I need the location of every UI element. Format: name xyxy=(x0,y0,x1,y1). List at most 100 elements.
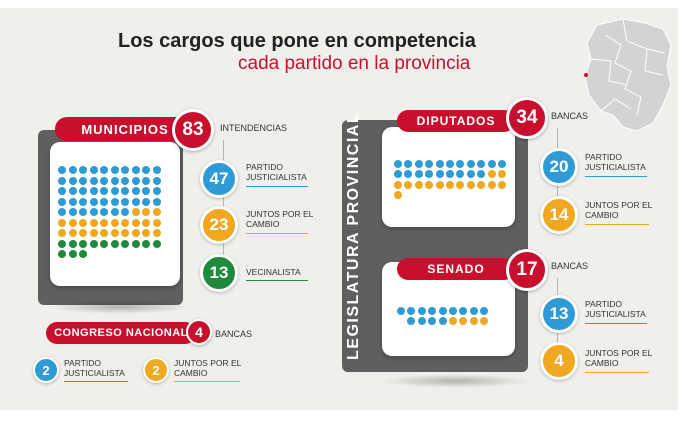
legislatura-label: LEGISLATURA PROVINCIAL xyxy=(345,111,362,360)
seat-dot xyxy=(110,166,119,174)
diputados-unit: BANCAS xyxy=(551,111,589,121)
seat-dot xyxy=(152,239,161,248)
seat-dot xyxy=(89,197,98,206)
seat-dot xyxy=(131,218,140,227)
seat-dot xyxy=(394,180,402,189)
seat-dot xyxy=(89,187,98,195)
seat-dot xyxy=(110,229,119,237)
diputados-pj-count: 20 xyxy=(540,148,578,186)
seat-dot xyxy=(152,229,161,237)
diputados-jxc-label: JUNTOS POR EL CAMBIO xyxy=(585,200,653,220)
seat-dot xyxy=(68,208,77,216)
seat-dot xyxy=(404,170,413,179)
seat-dot xyxy=(110,176,119,185)
seat-dot xyxy=(394,170,402,179)
municipios-jxc-label: JUNTOS POR EL CAMBIO xyxy=(246,209,314,229)
diputados-pj-label: PARTIDO JUSTICIALISTA xyxy=(585,152,646,172)
seat-dot xyxy=(152,187,161,195)
seat-dot xyxy=(394,191,402,200)
seat-dot xyxy=(121,176,129,185)
underline xyxy=(246,186,308,187)
seat-dot xyxy=(131,208,140,216)
seat-dot xyxy=(152,218,161,227)
seat-dot xyxy=(142,197,150,206)
senado-jxc-label: JUNTOS POR EL CAMBIO xyxy=(585,348,653,368)
seat-dot xyxy=(131,229,140,237)
underline xyxy=(585,372,649,373)
seat-dot xyxy=(152,197,161,206)
seat-dot xyxy=(498,160,506,168)
seat-dot xyxy=(459,317,468,326)
diputados-total: 34 xyxy=(506,97,548,139)
seat-dot xyxy=(142,218,150,227)
seat-dot xyxy=(404,180,413,189)
seat-dot xyxy=(414,160,423,168)
underline xyxy=(585,176,647,177)
municipios-pj-label: PARTIDO JUSTICIALISTA xyxy=(246,162,307,182)
seat-dot xyxy=(68,197,77,206)
municipios-total: 83 xyxy=(172,109,214,151)
seat-dot xyxy=(397,307,405,315)
seat-dot xyxy=(58,176,66,185)
seat-dot xyxy=(435,160,444,168)
underline xyxy=(585,323,647,324)
municipios-unit: INTENDENCIAS xyxy=(220,123,288,133)
seat-dot xyxy=(435,170,444,179)
seat-dot xyxy=(417,317,426,326)
seat-dot xyxy=(121,208,129,216)
seat-dot xyxy=(58,208,66,216)
seat-dot xyxy=(446,180,454,189)
seat-dot xyxy=(417,307,426,315)
seat-dot xyxy=(58,229,66,237)
seat-dot xyxy=(477,160,486,168)
seat-dot xyxy=(68,218,77,227)
senado-unit: BANCAS xyxy=(551,261,589,271)
seat-dot xyxy=(428,317,437,326)
seat-dot xyxy=(152,176,161,185)
seat-dot xyxy=(100,176,108,185)
congreso-pj-label: PARTIDO JUSTICIALISTA xyxy=(64,358,125,378)
seat-dot xyxy=(469,317,478,326)
seat-dot xyxy=(131,166,140,174)
seat-dot xyxy=(89,218,98,227)
senado-pj-count: 13 xyxy=(540,295,578,333)
seat-dot xyxy=(394,160,402,168)
title-line-2: cada partido en la provincia xyxy=(238,53,471,74)
seat-dot xyxy=(58,250,66,258)
seat-dot xyxy=(425,170,434,179)
seat-dot xyxy=(407,317,416,326)
seat-dot xyxy=(89,229,98,237)
seat-dot xyxy=(79,229,87,237)
seat-dot xyxy=(110,187,119,195)
seat-dot xyxy=(142,208,150,216)
congreso-jxc-label: JUNTOS POR EL CAMBIO xyxy=(174,358,242,378)
seat-dot xyxy=(89,239,98,248)
seat-dot xyxy=(58,187,66,195)
seat-dot xyxy=(79,208,87,216)
seat-dot xyxy=(152,166,161,174)
seat-dot xyxy=(449,307,457,315)
seat-dot xyxy=(456,170,465,179)
senado-jxc-count: 4 xyxy=(540,342,578,380)
seat-dot xyxy=(449,317,457,326)
seat-dot xyxy=(100,239,108,248)
congreso-jxc-count: 2 xyxy=(143,357,169,383)
seat-dot xyxy=(79,218,87,227)
seat-dot xyxy=(100,166,108,174)
congreso-unit: BANCAS xyxy=(215,329,253,339)
municipios-vec-count: 13 xyxy=(200,254,238,292)
seat-dot xyxy=(58,197,66,206)
seat-dot xyxy=(425,180,434,189)
seat-dot xyxy=(79,176,87,185)
seat-dot xyxy=(68,166,77,174)
seat-dot xyxy=(438,317,447,326)
underline xyxy=(246,280,308,281)
seat-dot xyxy=(110,208,119,216)
seat-dot xyxy=(131,187,140,195)
seat-dot xyxy=(404,160,413,168)
congreso-pj-count: 2 xyxy=(33,357,59,383)
seat-dot xyxy=(456,180,465,189)
seat-dot xyxy=(435,180,444,189)
municipios-jxc-count: 23 xyxy=(200,206,238,244)
shadow xyxy=(380,374,530,388)
